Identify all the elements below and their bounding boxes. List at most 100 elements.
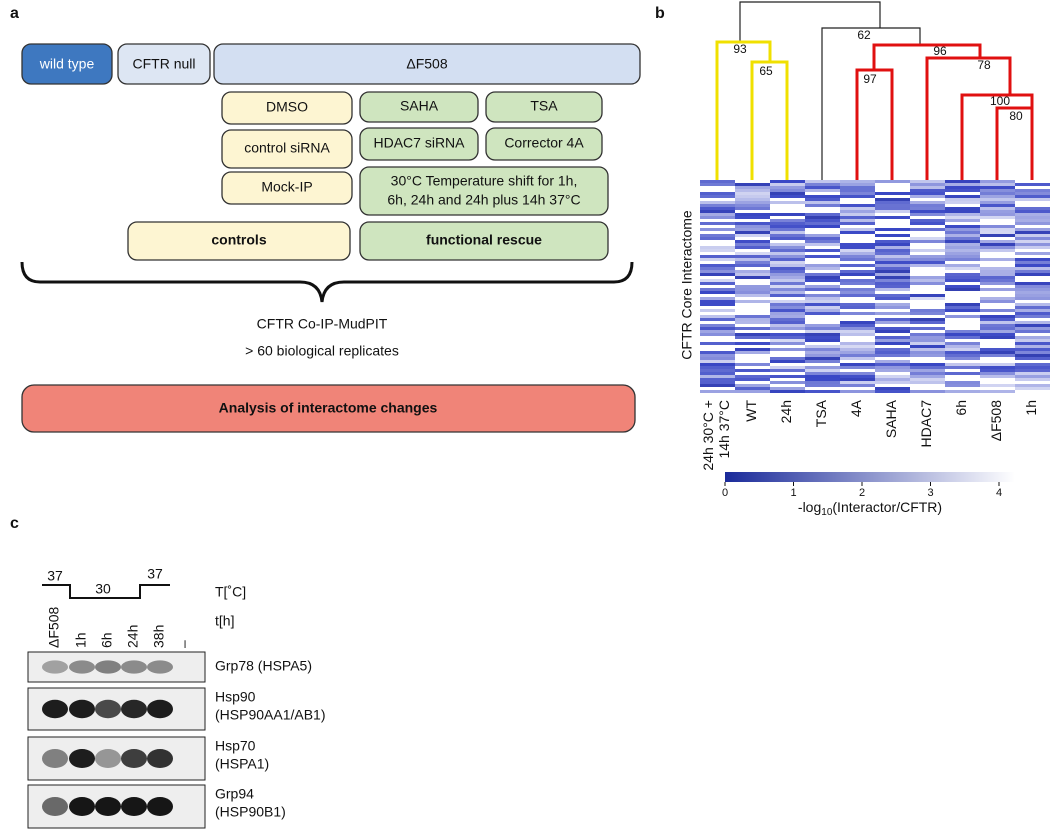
- node-label: 80: [1009, 109, 1023, 123]
- heat-cell: [840, 381, 875, 384]
- column-label: TSA: [813, 399, 829, 427]
- heat-cell: [805, 180, 840, 183]
- dendrogram: [715, 1, 1034, 180]
- heat-cell: [805, 333, 840, 336]
- heat-cell: [910, 207, 945, 210]
- heat-cell: [875, 273, 910, 276]
- heat-cell: [875, 378, 910, 381]
- heat-cell: [700, 375, 735, 378]
- heat-cell: [910, 378, 945, 381]
- heat-cell: [700, 180, 735, 183]
- heat-cell: [840, 363, 875, 366]
- heat-cell: [910, 219, 945, 222]
- heat-cell: [840, 228, 875, 231]
- heat-cell: [840, 312, 875, 315]
- heat-cell: [1015, 378, 1050, 381]
- heat-cell: [805, 276, 840, 279]
- heat-cell: [700, 279, 735, 282]
- heat-cell: [910, 342, 945, 345]
- heat-cell: [980, 273, 1015, 276]
- heat-cell: [875, 246, 910, 249]
- heat-cell: [735, 294, 770, 297]
- heat-cell: [805, 324, 840, 327]
- heat-cell: [910, 309, 945, 312]
- heat-cell: [700, 288, 735, 291]
- heat-cell: [1015, 282, 1050, 285]
- heat-cell: [840, 183, 875, 186]
- heat-cell: [945, 342, 980, 345]
- band: [95, 699, 121, 719]
- heat-cell: [840, 216, 875, 219]
- heat-cell: [770, 213, 805, 216]
- heat-cell: [735, 243, 770, 246]
- heat-cell: [700, 342, 735, 345]
- heat-cell: [945, 336, 980, 339]
- heat-cell: [910, 381, 945, 384]
- heat-cell: [735, 234, 770, 237]
- heat-cell: [735, 348, 770, 351]
- heat-cell: [770, 375, 805, 378]
- heat-cell: [1015, 303, 1050, 306]
- heat-cell: [910, 201, 945, 204]
- heat-cell: [700, 360, 735, 363]
- heat-cell: [735, 291, 770, 294]
- heat-cell: [840, 243, 875, 246]
- heat-cell: [945, 180, 980, 183]
- band: [121, 699, 147, 719]
- band: [42, 660, 68, 674]
- heat-cell: [875, 192, 910, 195]
- heat-cell: [1015, 228, 1050, 231]
- heat-cell: [945, 390, 980, 393]
- group-label: functional rescue: [426, 232, 542, 248]
- heat-cell: [700, 216, 735, 219]
- heat-cell: [700, 366, 735, 369]
- heat-cell: [735, 207, 770, 210]
- band: [42, 797, 68, 816]
- heat-cell: [735, 252, 770, 255]
- colorbar-tick: 3: [927, 487, 933, 499]
- heat-cell: [805, 351, 840, 354]
- axis-label: T[˚C]: [215, 584, 246, 600]
- heat-cell: [1015, 387, 1050, 390]
- band: [69, 749, 95, 768]
- heat-cell: [700, 207, 735, 210]
- heat-cell: [735, 198, 770, 201]
- panel-label: c: [10, 515, 19, 532]
- box-label: DMSO: [266, 99, 308, 115]
- heat-cell: [945, 216, 980, 219]
- column-label: SAHA: [883, 399, 899, 438]
- heat-cell: [735, 387, 770, 390]
- heat-cell: [945, 225, 980, 228]
- heat-cell: [945, 195, 980, 198]
- heat-cell: [980, 249, 1015, 252]
- heat-cell: [735, 342, 770, 345]
- band: [121, 660, 147, 674]
- heat-cell: [700, 330, 735, 333]
- heat-cell: [1015, 210, 1050, 213]
- heat-cell: [735, 318, 770, 321]
- colorbar: [725, 472, 1015, 482]
- heat-cell: [1015, 294, 1050, 297]
- heat-cell: [875, 321, 910, 324]
- box-label: control siRNA: [244, 140, 330, 156]
- band: [69, 699, 95, 719]
- heat-cell: [875, 381, 910, 384]
- heat-cell: [945, 201, 980, 204]
- heat-cell: [910, 282, 945, 285]
- heat-cell: [945, 183, 980, 186]
- heat-cell: [875, 204, 910, 207]
- heat-cell: [945, 354, 980, 357]
- heat-cell: [840, 219, 875, 222]
- box: [21, 43, 113, 85]
- heat-cell: [805, 336, 840, 339]
- heat-cell: [770, 255, 805, 258]
- heat-cell: [840, 375, 875, 378]
- heat-cell: [840, 288, 875, 291]
- heat-cell: [980, 189, 1015, 192]
- heat-cell: [945, 198, 980, 201]
- heat-cell: [735, 204, 770, 207]
- heat-cell: [1015, 267, 1050, 270]
- heat-cell: [840, 192, 875, 195]
- heat-cell: [770, 246, 805, 249]
- lane-label: –: [176, 640, 192, 648]
